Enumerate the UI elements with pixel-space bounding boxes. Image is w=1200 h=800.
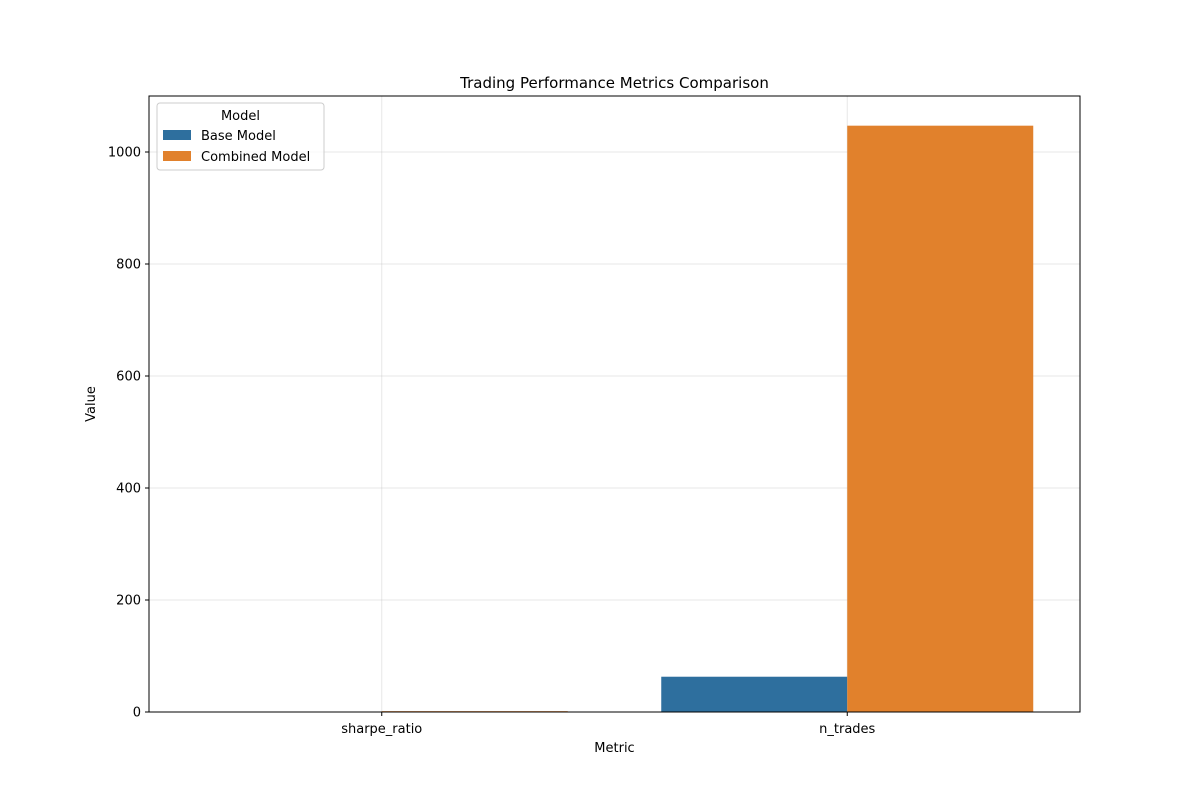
bars-layer: [195, 125, 1034, 713]
y-tick-label: 1000: [108, 146, 141, 161]
y-tick-label: 600: [116, 370, 141, 385]
y-tick-label: 200: [116, 594, 141, 609]
legend-box: [156, 102, 325, 171]
legend-label-base-model: Base Model: [201, 129, 276, 144]
plot-frame: [148, 95, 1081, 713]
legend: Model Base Model Combined Model: [156, 102, 325, 171]
chart-title: Trading Performance Metrics Comparison: [459, 74, 769, 92]
legend-swatch-combined-model: [163, 151, 191, 161]
bar-base-model-n-trades: [661, 676, 848, 712]
x-tick-label: sharpe_ratio: [341, 722, 422, 737]
x-tick-label: n_trades: [819, 722, 875, 737]
x-axis-label: Metric: [594, 741, 634, 756]
y-tick-label: 800: [116, 258, 141, 273]
legend-title: Model: [221, 109, 260, 124]
axes-layer: 0 200 400 600 800 1000 sharpe_ratio n_trades: [108, 146, 876, 738]
y-tick-label: 0: [133, 706, 141, 721]
y-axis-label: Value: [84, 386, 99, 422]
legend-label-combined-model: Combined Model: [201, 150, 310, 165]
bar-combined-model-n-trades: [847, 125, 1034, 713]
y-tick-label: 400: [116, 482, 141, 497]
legend-swatch-base-model: [163, 130, 191, 140]
